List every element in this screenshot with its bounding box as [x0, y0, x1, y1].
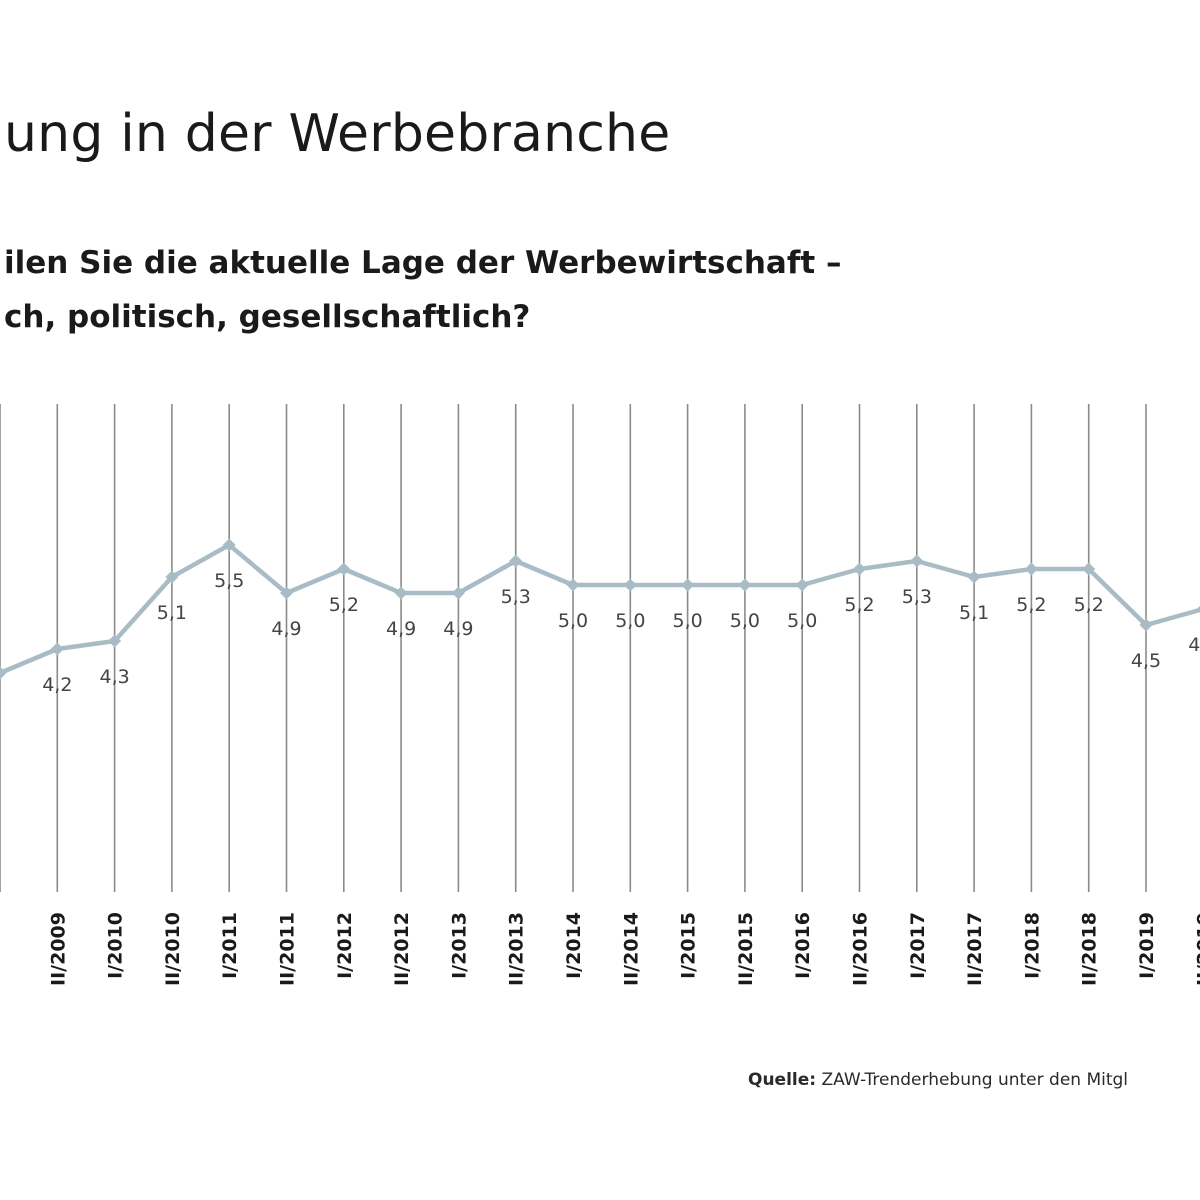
data-point — [280, 586, 293, 600]
data-point — [738, 578, 752, 592]
data-point — [1139, 618, 1153, 632]
data-point — [795, 578, 809, 592]
data-label: 4,2 — [42, 674, 72, 696]
data-label: 5,5 — [214, 570, 244, 592]
data-point — [1082, 562, 1096, 576]
source-note: Quelle: ZAW-Trenderhebung unter den Mitg… — [748, 1070, 1128, 1090]
data-point — [451, 586, 465, 600]
data-label: 4,9 — [386, 618, 416, 640]
data-point — [222, 538, 236, 552]
data-point — [50, 642, 64, 656]
data-label: 4,7 — [1188, 634, 1200, 656]
data-label: 5,3 — [501, 586, 531, 608]
x-tick-label: II/2010 — [162, 912, 184, 986]
subtitle-line-1: ilen Sie die aktuelle Lage der Werbewirt… — [4, 245, 842, 281]
x-tick-label: II/2017 — [964, 912, 986, 986]
data-label: 5,0 — [672, 610, 702, 632]
x-tick-label: I/2011 — [219, 912, 241, 979]
x-tick-label: II/2011 — [277, 912, 299, 986]
x-tick-label: II/2018 — [1079, 912, 1101, 986]
data-label: 5,0 — [615, 610, 645, 632]
data-label: 5,0 — [787, 610, 817, 632]
data-point — [967, 570, 981, 584]
data-point — [165, 570, 179, 584]
x-tick-label: I/2018 — [1021, 912, 1043, 979]
x-tick-label: I/2015 — [678, 912, 700, 979]
data-label: 4,9 — [271, 618, 301, 640]
data-label: 5,1 — [157, 602, 187, 624]
data-label: 4,3 — [99, 666, 129, 688]
subtitle-line-2: ch, politisch, gesellschaftlich? — [4, 299, 531, 335]
x-tick-label: I/2019 — [1136, 912, 1158, 979]
data-label: 5,2 — [844, 594, 874, 616]
x-tick-label: II/2019 — [1193, 912, 1200, 986]
data-point — [394, 586, 408, 600]
data-point — [681, 578, 695, 592]
x-tick-label: II/2012 — [391, 912, 413, 986]
x-tick-label: II/2014 — [620, 912, 642, 986]
data-point — [1196, 605, 1200, 613]
source-text: ZAW-Trenderhebung unter den Mitgl — [821, 1070, 1129, 1090]
data-point — [1024, 562, 1038, 576]
data-point — [0, 666, 7, 680]
x-tick-label: II/2016 — [850, 912, 872, 986]
data-point — [910, 554, 924, 568]
x-tick-label: I/2013 — [448, 912, 470, 979]
data-point — [566, 578, 580, 592]
data-point — [853, 562, 866, 576]
data-label: 5,0 — [730, 610, 760, 632]
data-point — [509, 554, 523, 568]
x-tick-label: II/2009 — [47, 912, 69, 986]
data-point — [108, 634, 122, 648]
chart-subtitle: ilen Sie die aktuelle Lage der Werbewirt… — [4, 236, 841, 344]
data-label: 5,2 — [1016, 594, 1046, 616]
data-label: 5,2 — [1074, 594, 1104, 616]
x-tick-label: I/2014 — [563, 912, 585, 979]
data-label: 5,0 — [558, 610, 588, 632]
source-label: Quelle: — [748, 1070, 817, 1090]
x-tick-label: I/2012 — [334, 912, 356, 979]
x-tick-label: I/2016 — [792, 912, 814, 979]
x-tick-label: II/2013 — [506, 912, 528, 986]
data-label: 4,5 — [1131, 650, 1161, 672]
data-point — [337, 562, 351, 576]
data-point — [623, 578, 637, 592]
data-label: 5,2 — [329, 594, 359, 616]
x-tick-label: I/2017 — [907, 912, 929, 979]
x-tick-label: II/2015 — [735, 912, 757, 986]
data-label: 5,3 — [902, 586, 932, 608]
chart-title: ung in der Werbebranche — [4, 104, 671, 164]
data-label: 4,9 — [443, 618, 473, 640]
x-tick-label: I/2010 — [105, 912, 127, 979]
data-label: 5,1 — [959, 602, 989, 624]
